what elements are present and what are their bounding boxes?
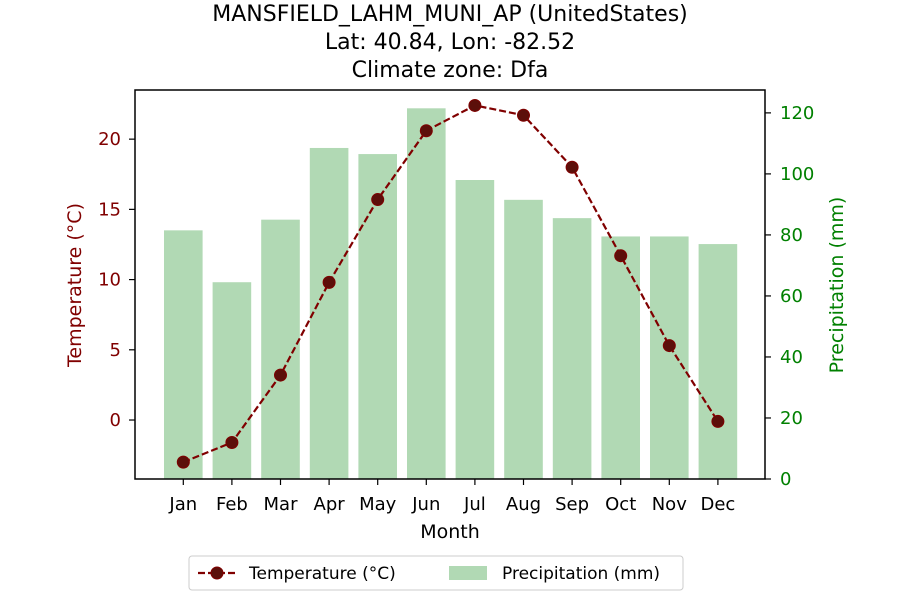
- temperature-point-jan: [176, 455, 190, 469]
- temperature-point-may: [371, 193, 385, 207]
- precipitation-bars: [164, 108, 738, 480]
- legend-precipitation-label: Precipitation (mm): [502, 564, 660, 584]
- x-axis: Jan Feb Mar Apr May Jun Jul Aug Sep Oct Nov Dec: [168, 479, 735, 515]
- x-tick-label: Nov: [652, 494, 687, 515]
- precipitation-tick-label: 100: [780, 164, 814, 185]
- temperature-line: [182, 104, 719, 464]
- x-tick-label: May: [359, 494, 397, 515]
- precipitation-axis-label: Precipitation (mm): [826, 197, 848, 374]
- temperature-point-sep: [565, 160, 579, 174]
- temperature-point-nov: [662, 339, 676, 353]
- precipitation-bar-sep: [552, 218, 592, 479]
- x-tick-label: Jan: [168, 494, 197, 515]
- temperature-point-apr: [322, 275, 336, 289]
- temperature-point-oct: [614, 249, 628, 263]
- temperature-tick-label: 0: [110, 410, 121, 431]
- temperature-tick-label: 15: [98, 199, 121, 220]
- temperature-point-mar: [274, 368, 287, 382]
- x-tick-label: Mar: [264, 494, 299, 515]
- temperature-tick-label: 5: [110, 340, 121, 361]
- temperature-tick-label: 10: [98, 270, 121, 291]
- temperature-tick-label: 20: [98, 129, 121, 150]
- temperature-point-dec: [711, 414, 725, 428]
- precipitation-tick-label: 60: [780, 286, 803, 307]
- x-axis-label: Month: [420, 521, 480, 543]
- chart-title-line-1: MANSFIELD_LAHM_MUNI_AP (UnitedStates): [212, 2, 688, 27]
- temperature-axis: 0 5 10 15 20: [98, 129, 135, 431]
- precipitation-bar-oct: [601, 236, 640, 479]
- precipitation-bar-jul: [455, 180, 495, 480]
- x-tick-label: Aug: [506, 494, 541, 515]
- temperature-series: [176, 98, 725, 469]
- plot-area-frame: [134, 89, 766, 480]
- temperature-axis-label: Temperature (°C): [64, 203, 86, 368]
- precipitation-tick-label: 80: [780, 225, 803, 246]
- precipitation-axis: 0 20 40 60 80 100 120: [765, 103, 814, 490]
- temperature-point-jul: [468, 98, 482, 112]
- legend-temperature-swatch-marker: [210, 566, 224, 580]
- legend-temperature-label: Temperature (°C): [248, 564, 396, 584]
- x-tick-label: Oct: [605, 494, 636, 515]
- x-tick-label: Feb: [216, 494, 248, 515]
- x-tick-label: Sep: [555, 494, 589, 515]
- x-tick-label: Dec: [700, 494, 735, 515]
- precipitation-tick-label: 120: [780, 103, 814, 124]
- temperature-point-jun: [419, 124, 433, 138]
- precipitation-bar-jan: [164, 230, 203, 479]
- legend-precipitation-swatch: [449, 566, 487, 580]
- precipitation-bar-jun: [407, 108, 446, 480]
- temperature-point-aug: [517, 108, 530, 122]
- chart-title: MANSFIELD_LAHM_MUNI_AP (UnitedStates) La…: [212, 2, 688, 83]
- precipitation-bar-nov: [650, 236, 689, 479]
- x-tick-label: Jul: [463, 494, 486, 515]
- precipitation-bar-apr: [309, 147, 349, 479]
- precipitation-tick-label: 20: [780, 408, 803, 429]
- legend: Temperature (°C) Precipitation (mm): [188, 555, 684, 591]
- precipitation-bar-feb: [212, 282, 252, 479]
- precipitation-bar-dec: [698, 244, 738, 479]
- temperature-point-feb: [225, 435, 239, 449]
- chart-title-line-3: Climate zone: Dfa: [352, 58, 549, 83]
- precipitation-tick-label: 40: [780, 347, 803, 368]
- precipitation-bar-may: [358, 154, 397, 479]
- x-tick-label: Apr: [314, 494, 346, 515]
- x-tick-label: Jun: [411, 494, 440, 515]
- precipitation-tick-label: 0: [780, 469, 791, 490]
- legend-box: [188, 555, 684, 591]
- precipitation-bar-aug: [504, 199, 543, 479]
- chart-title-line-2: Lat: 40.84, Lon: -82.52: [325, 30, 575, 55]
